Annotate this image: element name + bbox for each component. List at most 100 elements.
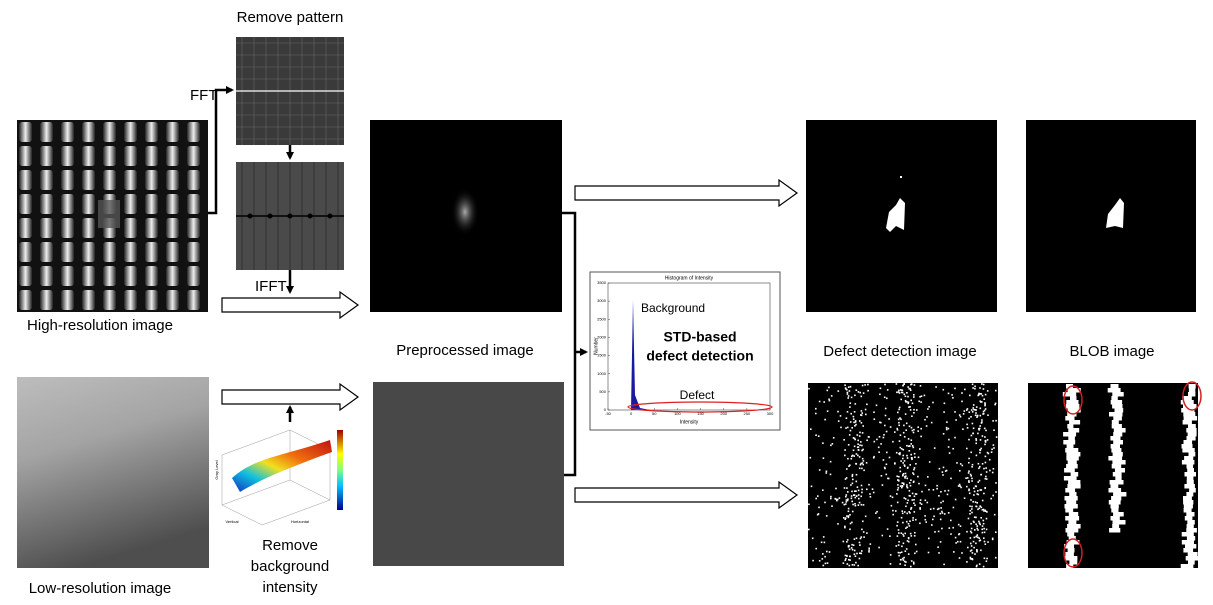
noise-pixel	[907, 403, 909, 405]
noise-pixel	[914, 467, 916, 469]
pixel-cell	[40, 290, 53, 310]
noise-pixel	[844, 449, 846, 451]
noise-pixel	[968, 490, 970, 492]
noise-pixel	[846, 494, 848, 496]
noise-pixel	[890, 554, 892, 556]
axis-label: Horizontal	[291, 519, 309, 524]
noise-pixel	[861, 492, 863, 494]
noise-pixel	[925, 485, 927, 487]
noise-pixel	[849, 565, 851, 567]
noise-pixel	[942, 471, 944, 473]
noise-pixel	[937, 546, 939, 548]
blob-segment	[1112, 524, 1119, 529]
noise-pixel	[808, 388, 810, 390]
noise-pixel	[845, 558, 847, 560]
noise-pixel	[909, 482, 911, 484]
blob-segment	[1069, 492, 1076, 497]
blob-segment	[1187, 468, 1194, 473]
noise-pixel	[950, 520, 952, 522]
noise-pixel	[849, 464, 851, 466]
noise-pixel	[873, 492, 875, 494]
noise-pixel	[818, 435, 820, 437]
noise-pixel	[926, 425, 928, 427]
noise-pixel	[898, 552, 900, 554]
blob-segment	[1068, 428, 1079, 433]
blob-segment	[1187, 520, 1195, 525]
noise-pixel	[854, 564, 856, 566]
noise-pixel	[990, 498, 992, 500]
noise-pixel	[968, 439, 970, 441]
blob-segment	[1187, 536, 1195, 541]
noise-pixel	[824, 419, 826, 421]
noise-pixel	[983, 537, 985, 539]
noise-pixel	[861, 536, 863, 538]
noise-pixel	[936, 488, 938, 490]
noise-pixel	[910, 485, 912, 487]
noise-pixel	[940, 491, 942, 493]
noise-pixel	[859, 558, 861, 560]
noise-pixel	[825, 563, 827, 565]
blob-segment	[1186, 492, 1193, 497]
noise-pixel	[866, 462, 868, 464]
noise-pixel	[822, 442, 824, 444]
pixel-cell	[61, 146, 74, 166]
pixel-cell	[103, 170, 116, 190]
noise-pixel	[972, 552, 974, 554]
pixel-cell	[166, 218, 179, 238]
noise-pixel	[888, 418, 890, 420]
noise-pixel	[993, 447, 995, 449]
noise-pixel	[961, 401, 963, 403]
noise-pixel	[948, 439, 950, 441]
noise-pixel	[966, 561, 968, 563]
noise-pixel	[960, 525, 962, 527]
noise-pixel	[931, 422, 933, 424]
noise-pixel	[898, 480, 900, 482]
noise-pixel	[898, 409, 900, 411]
noise-pixel	[964, 410, 966, 412]
noise-pixel	[920, 428, 922, 430]
noise-pixel	[983, 523, 985, 525]
noise-pixel	[911, 535, 913, 537]
noise-pixel	[979, 425, 981, 427]
noise-pixel	[860, 538, 862, 540]
noise-pixel	[852, 549, 854, 551]
blob-segment	[1112, 392, 1123, 397]
noise-pixel	[861, 468, 863, 470]
noise-pixel	[980, 539, 982, 541]
noise-pixel	[863, 504, 865, 506]
noise-pixel	[974, 537, 976, 539]
noise-pixel	[928, 406, 930, 408]
blob-segment	[1111, 504, 1119, 509]
noise-pixel	[845, 503, 847, 505]
label: Low-resolution image	[29, 580, 172, 597]
pixel-cell	[124, 242, 137, 262]
noise-pixel	[970, 452, 972, 454]
noise-pixel	[921, 491, 923, 493]
noise-pixel	[979, 537, 981, 539]
noise-pixel	[975, 486, 977, 488]
noise-pixel	[974, 388, 976, 390]
noise-pixel	[861, 422, 863, 424]
noise-pixel	[861, 485, 863, 487]
noise-pixel	[928, 538, 930, 540]
blob-segment	[1109, 500, 1121, 505]
noise-pixel	[887, 389, 889, 391]
noise-pixel	[937, 509, 939, 511]
noise-pixel	[861, 412, 863, 414]
noise-pixel	[983, 528, 985, 530]
noise-pixel	[860, 496, 862, 498]
noise-pixel	[884, 397, 886, 399]
blob-segment	[1112, 460, 1125, 465]
noise-pixel	[848, 395, 850, 397]
noise-pixel	[952, 448, 954, 450]
noise-pixel	[882, 484, 884, 486]
x-tick-label: 100	[674, 411, 681, 416]
noise-pixel	[905, 396, 907, 398]
pixel-cell	[61, 194, 74, 214]
noise-pixel	[900, 471, 902, 473]
pixel-cell	[166, 266, 179, 286]
noise-pixel	[860, 463, 862, 465]
noise-pixel	[843, 562, 845, 564]
noise-pixel	[905, 429, 907, 431]
noise-pixel	[983, 384, 985, 386]
